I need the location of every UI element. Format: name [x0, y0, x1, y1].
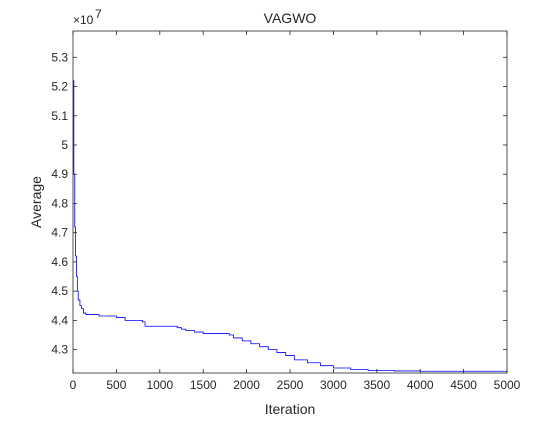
x-tick-label: 3500 [363, 378, 390, 392]
y-tick-label: 5.3 [51, 50, 68, 64]
y-tick-label: 4.9 [51, 167, 68, 181]
plot-frame [72, 30, 508, 374]
y-tick-label: 4.4 [51, 313, 68, 327]
y-tick-label: 4.3 [51, 343, 68, 357]
x-tick-label: 2000 [233, 378, 260, 392]
y-tick-label: 5.1 [51, 109, 68, 123]
x-tick-label: 4000 [407, 378, 434, 392]
y-tick-label: 5.2 [51, 80, 68, 94]
x-tick-label: 1000 [146, 378, 173, 392]
plot-area-background [73, 31, 507, 373]
x-axis-label: Iteration [265, 401, 316, 417]
y-tick-label: 4.8 [51, 196, 68, 210]
y-axis-multiplier: ×10 [73, 13, 94, 27]
x-tick-label: 500 [106, 378, 126, 392]
y-tick-label: 5 [61, 138, 68, 152]
y-axis-label: Average [28, 176, 44, 228]
y-axis-exponent: 7 [95, 7, 102, 21]
x-tick-label: 2500 [277, 378, 304, 392]
y-tick-label: 4.7 [51, 226, 68, 240]
x-tick-label: 0 [70, 378, 77, 392]
x-tick-label: 5000 [494, 378, 521, 392]
series-line-0 [73, 80, 507, 372]
x-tick-label: 1500 [190, 378, 217, 392]
chart-title: VAGWO [264, 10, 317, 26]
y-tick-label: 4.5 [51, 284, 68, 298]
x-tick-label: 3000 [320, 378, 347, 392]
y-tick-label: 4.6 [51, 255, 68, 269]
x-tick-label: 4500 [450, 378, 477, 392]
